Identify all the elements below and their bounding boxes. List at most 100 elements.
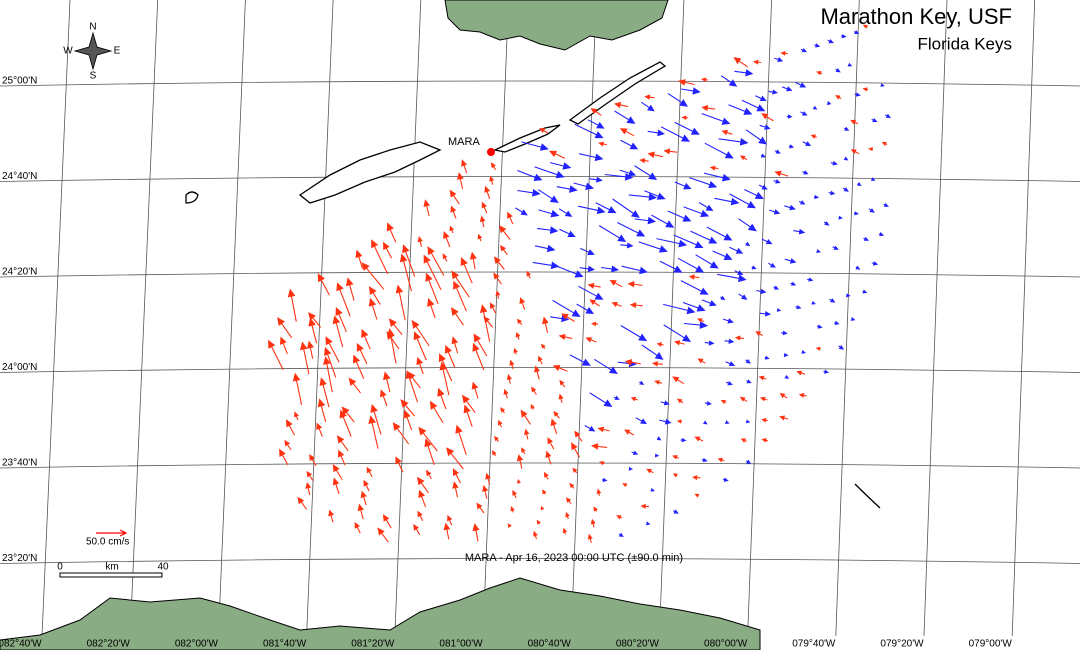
current-vector [530, 403, 535, 410]
current-vector [796, 370, 805, 376]
current-vector [701, 299, 717, 307]
current-vector [628, 193, 658, 201]
current-vector [850, 317, 856, 321]
current-vector [815, 346, 821, 351]
meridian [394, 0, 422, 637]
current-vector [793, 228, 806, 235]
current-vector [279, 336, 288, 355]
current-vector [335, 307, 347, 333]
current-vector [368, 297, 378, 320]
current-vector [745, 241, 751, 247]
compass-w: W [63, 46, 73, 57]
meridian [747, 0, 772, 637]
current-vector [569, 354, 591, 366]
current-vector [587, 282, 601, 289]
current-vector [611, 301, 622, 308]
current-vector [594, 358, 618, 374]
scale-end: 40 [157, 562, 169, 573]
current-vector [317, 398, 327, 423]
current-vector [495, 290, 501, 299]
current-vector [538, 209, 560, 218]
current-vector [509, 359, 515, 370]
current-vector [473, 333, 488, 357]
current-vector [324, 346, 337, 378]
current-vector [722, 318, 734, 324]
current-vector [354, 521, 361, 534]
current-vector [493, 272, 502, 285]
current-vector [843, 126, 850, 131]
current-vector [644, 190, 666, 200]
current-vector [850, 119, 859, 125]
current-vector [701, 457, 708, 463]
current-vector [424, 438, 435, 466]
current-vector [680, 437, 687, 443]
compass-s: S [90, 71, 97, 82]
current-vector [371, 239, 389, 275]
current-vector [618, 532, 624, 537]
scale-bar [59, 572, 163, 578]
current-vector [537, 226, 559, 234]
current-vector [569, 482, 575, 489]
current-vector [814, 43, 821, 48]
meridian [1011, 0, 1036, 637]
current-vector [287, 288, 297, 322]
compass-rose [73, 31, 113, 71]
current-vector [758, 184, 768, 190]
current-vector [644, 94, 655, 100]
current-vector [745, 419, 751, 424]
current-vector [477, 233, 483, 242]
current-vector [697, 318, 705, 323]
current-vector [423, 199, 431, 216]
current-vector [425, 272, 439, 304]
current-vector [336, 435, 349, 452]
current-vector [639, 380, 645, 385]
current-vector [268, 339, 284, 371]
current-vector [591, 443, 608, 450]
current-vector [328, 509, 335, 523]
current-vector [840, 33, 847, 39]
current-vector [786, 114, 793, 119]
current-vector [558, 208, 573, 217]
current-vector [360, 490, 367, 506]
lon-label: 080°40'W [528, 639, 572, 650]
current-vector [553, 410, 560, 419]
current-vector [755, 95, 767, 102]
current-vector [308, 312, 322, 328]
lon-label: 081°00'W [439, 639, 483, 650]
current-vector [883, 202, 890, 207]
scale-vector-label: 50.0 cm/s [86, 537, 129, 548]
current-vector [542, 489, 547, 495]
current-vector [284, 439, 292, 451]
current-vector [494, 435, 499, 442]
current-vector [574, 123, 604, 139]
current-vector [558, 333, 573, 340]
current-vector [309, 453, 317, 467]
current-vector [672, 455, 680, 460]
current-vector [717, 457, 725, 463]
current-vector [701, 77, 708, 83]
parallel [0, 80, 1080, 87]
current-vector [589, 176, 603, 183]
current-vector [538, 355, 543, 365]
current-vector [614, 101, 629, 109]
current-vector [624, 359, 641, 366]
current-vector [663, 148, 678, 155]
current-vector [784, 258, 797, 264]
current-vector [738, 293, 748, 300]
current-vector [776, 308, 782, 312]
lat-label: 23°20'N [2, 553, 37, 564]
current-vector [395, 456, 404, 473]
current-vector [601, 477, 608, 483]
current-vector [399, 253, 413, 292]
current-vector [306, 470, 314, 481]
current-vector [692, 475, 701, 481]
current-vector [584, 425, 596, 432]
current-vector [585, 337, 597, 343]
current-vector [854, 92, 861, 97]
current-vector [760, 153, 766, 158]
current-vector [802, 170, 809, 175]
current-vector [634, 216, 657, 225]
current-vector [427, 297, 436, 319]
current-vector [561, 313, 575, 322]
meridian [482, 0, 509, 637]
